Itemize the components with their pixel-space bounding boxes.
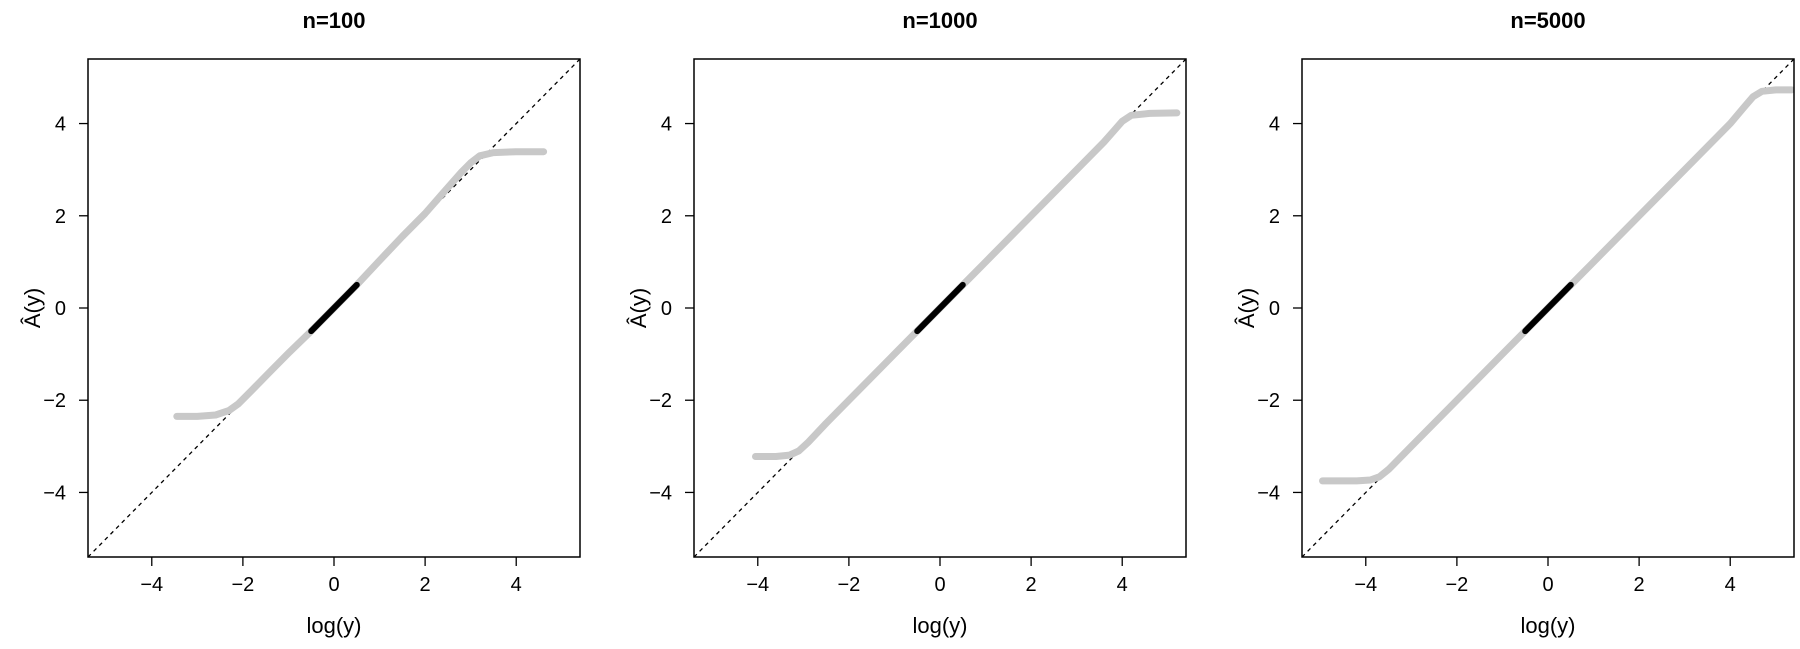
panel-n100: n=100 −4 −2 0 2 4 −4 −2 0 2 4 log(y) Â(y) [20,8,581,638]
x-tick-label: 4 [1725,574,1736,596]
y-tick-label: 0 [55,298,66,320]
y-tick-label: 4 [55,114,66,136]
estimate-curve-n1000 [752,109,1181,460]
series-layer [88,59,580,557]
x-tick-label: 0 [328,574,339,596]
y-tick-label: 2 [1269,206,1280,228]
y-axis-label: Â(y) [1234,288,1259,328]
axis-ticks: −4 −2 0 2 4 −4 −2 0 2 4 [649,114,1128,596]
x-tick-label: −4 [746,574,769,596]
y-tick-label: 0 [1269,298,1280,320]
panel-n1000: n=1000 −4 −2 0 2 4 −4 −2 0 2 4 log(y) Â(y) [626,8,1187,638]
x-tick-label: −2 [1445,574,1468,596]
panel-n5000: n=5000 −4 −2 0 2 4 −4 −2 0 2 4 log(y) Â(y) [1234,8,1795,638]
x-tick-label: 2 [1026,574,1037,596]
x-tick-label: −2 [231,574,254,596]
x-axis-label: log(y) [912,613,967,638]
y-tick-label: −4 [649,482,672,504]
y-tick-label: 4 [1269,114,1280,136]
y-axis-label: Â(y) [20,288,45,328]
true-segment-n100 [308,281,360,335]
y-axis-label: Â(y) [626,288,651,328]
x-tick-label: 0 [1542,574,1553,596]
x-axis-label: log(y) [306,613,361,638]
estimate-curve-n5000 [1319,86,1794,485]
y-tick-label: 0 [661,298,672,320]
panel-title: n=1000 [902,8,977,33]
series-layer [1302,59,1794,557]
y-tick-label: 4 [661,114,672,136]
x-axis-label: log(y) [1520,613,1575,638]
x-tick-label: −4 [1354,574,1377,596]
axis-ticks: −4 −2 0 2 4 −4 −2 0 2 4 [43,114,522,596]
panel-title: n=100 [303,8,366,33]
true-segment-n5000 [1522,281,1574,335]
panel-title: n=5000 [1510,8,1585,33]
y-tick-label: −2 [1257,390,1280,412]
y-tick-label: −2 [649,390,672,412]
x-tick-label: 2 [420,574,431,596]
x-tick-label: 4 [511,574,522,596]
x-tick-label: 4 [1117,574,1128,596]
x-tick-label: 0 [934,574,945,596]
x-tick-label: 2 [1634,574,1645,596]
y-tick-label: 2 [661,206,672,228]
y-tick-label: −4 [1257,482,1280,504]
series-layer [694,59,1186,557]
x-tick-label: −2 [837,574,860,596]
axis-ticks: −4 −2 0 2 4 −4 −2 0 2 4 [1257,114,1736,596]
true-segment-n1000 [914,281,966,335]
estimate-curve-n100 [173,148,548,420]
y-tick-label: 2 [55,206,66,228]
x-tick-label: −4 [140,574,163,596]
y-tick-label: −4 [43,482,66,504]
y-tick-label: −2 [43,390,66,412]
